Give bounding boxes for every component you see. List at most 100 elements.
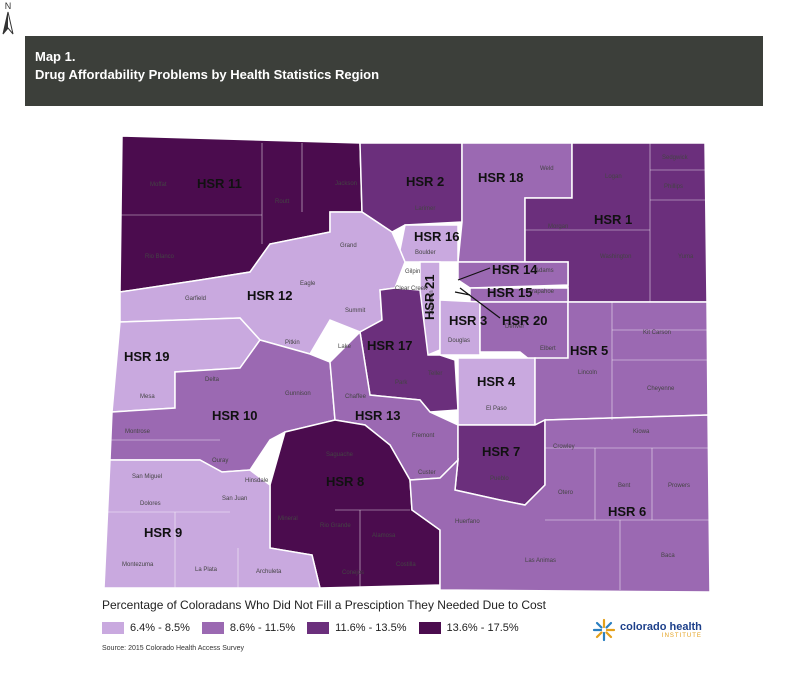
county-label: Weld <box>540 166 554 172</box>
region-label: HSR 8 <box>326 474 364 489</box>
county-label: Boulder <box>415 250 436 256</box>
county-label: Park <box>395 380 408 386</box>
county-label: Rio Blanco <box>145 254 175 260</box>
county-label: Huerfano <box>455 519 480 525</box>
county-label: Delta <box>205 377 220 383</box>
region-label: HSR 17 <box>367 338 413 353</box>
region-label: HSR 7 <box>482 444 520 459</box>
county-label: Lincoln <box>578 370 597 376</box>
county-label: Garfield <box>185 296 206 302</box>
county-label: Clear Creek <box>395 286 428 292</box>
region-hsr-4[interactable] <box>457 357 536 426</box>
county-label: Bent <box>618 483 631 489</box>
region-label: HSR 15 <box>487 285 533 300</box>
region-label: HSR 16 <box>414 229 460 244</box>
county-label: Adams <box>535 268 554 274</box>
legend: 6.4% - 8.5% 8.6% - 11.5% 11.6% - 13.5% 1… <box>102 620 531 636</box>
logo-star-icon <box>592 618 616 642</box>
legend-swatch <box>102 622 124 634</box>
county-label: Moffat <box>150 182 167 188</box>
county-label: Conejos <box>342 570 364 576</box>
region-hsr-3[interactable] <box>439 299 481 356</box>
county-label: Arapahoe <box>528 289 555 295</box>
legend-label: 8.6% - 11.5% <box>229 622 296 634</box>
leader-lines <box>454 267 501 319</box>
county-label: Dolores <box>140 501 161 507</box>
region-label: HSR 11 <box>197 176 242 191</box>
county-label: Ouray <box>212 458 228 464</box>
region-hsr-9[interactable] <box>103 459 321 589</box>
county-label: Crowley <box>553 444 575 450</box>
county-label: Montezuma <box>122 562 154 568</box>
county-label: Alamosa <box>372 533 396 539</box>
county-label: Pueblo <box>490 476 509 482</box>
county-label: Summit <box>345 308 366 314</box>
legend-item: 13.6% - 17.5% <box>418 622 519 634</box>
county-label: Pitkin <box>285 340 300 346</box>
north-label: N <box>5 1 12 11</box>
county-label: Chaffee <box>345 394 367 400</box>
county-label: Hinsdale <box>245 478 269 484</box>
county-label: Cheyenne <box>647 386 675 392</box>
county-label: Logan <box>605 174 622 180</box>
county-label: Larimer <box>415 206 435 212</box>
county-label: Prowers <box>668 483 690 489</box>
county-label: Jackson <box>335 181 357 187</box>
map-title: Drug Affordability Problems by Health St… <box>35 67 380 82</box>
county-label: La Plata <box>195 567 218 573</box>
north-arrow-icon: N <box>2 1 14 35</box>
legend-item: 11.6% - 13.5% <box>307 622 407 634</box>
region-label: HSR 18 <box>478 170 524 185</box>
county-label: Teller <box>428 371 442 377</box>
region-label: HSR 12 <box>247 288 293 303</box>
county-label: Kit Carson <box>643 330 671 336</box>
county-label: Douglas <box>448 338 470 344</box>
county-label: Jefferson <box>429 290 435 315</box>
region-label: HSR 6 <box>608 504 646 519</box>
county-label: Kiowa <box>633 429 650 435</box>
logo-subtext: INSTITUTE <box>661 632 702 639</box>
county-label: Phillips <box>664 184 683 190</box>
logo-text: colorado health <box>620 620 702 633</box>
region-label: HSR 3 <box>449 313 487 328</box>
region-label: HSR 14 <box>492 262 538 277</box>
region-labels: HSR 11 HSR 2 HSR 18 HSR 1 HSR 16 HSR 14 … <box>124 170 646 540</box>
county-label: Las Animas <box>525 558 556 564</box>
legend-label: 6.4% - 8.5% <box>130 622 190 634</box>
county-label: Grand <box>340 243 357 249</box>
county-label: Custer <box>418 470 436 476</box>
county-label: San Juan <box>222 496 247 502</box>
region-label: HSR 21 <box>422 274 437 320</box>
county-label: Mineral <box>278 516 298 522</box>
county-label: Lake <box>338 344 352 350</box>
county-label: Baca <box>661 553 675 559</box>
legend-swatch <box>201 622 224 634</box>
legend-title: Percentage of Coloradans Who Did Not Fil… <box>102 598 547 612</box>
county-label: Archuleta <box>256 569 282 575</box>
county-boundaries <box>108 143 710 590</box>
legend-swatch <box>307 622 330 634</box>
county-label: Montrose <box>125 429 151 435</box>
region-hsr-6[interactable] <box>409 414 711 593</box>
county-label: Gilpin <box>405 269 420 275</box>
region-label: HSR 20 <box>502 313 548 328</box>
county-labels: Moffat Routt Jackson Larimer Weld Logan … <box>122 155 694 576</box>
region-label: HSR 19 <box>124 349 170 364</box>
region-label: HSR 4 <box>477 374 516 389</box>
county-label: Routt <box>275 199 290 205</box>
county-label: Elbert <box>540 346 556 352</box>
county-label: Fremont <box>412 433 435 439</box>
county-label: Mesa <box>140 394 155 400</box>
region-label: HSR 2 <box>406 174 444 189</box>
title-banner: Map 1. Drug Affordability Problems by He… <box>25 36 763 106</box>
county-label: Morgan <box>548 224 568 230</box>
region-label: HSR 1 <box>594 212 632 227</box>
county-label: Eagle <box>300 281 316 287</box>
region-label: HSR 13 <box>355 408 401 423</box>
county-label: Yuma <box>678 254 694 260</box>
county-label: El Paso <box>486 406 507 412</box>
region-hsr-14[interactable] <box>457 261 569 289</box>
county-label: Gunnison <box>285 391 311 397</box>
county-label: Costilla <box>396 562 416 568</box>
